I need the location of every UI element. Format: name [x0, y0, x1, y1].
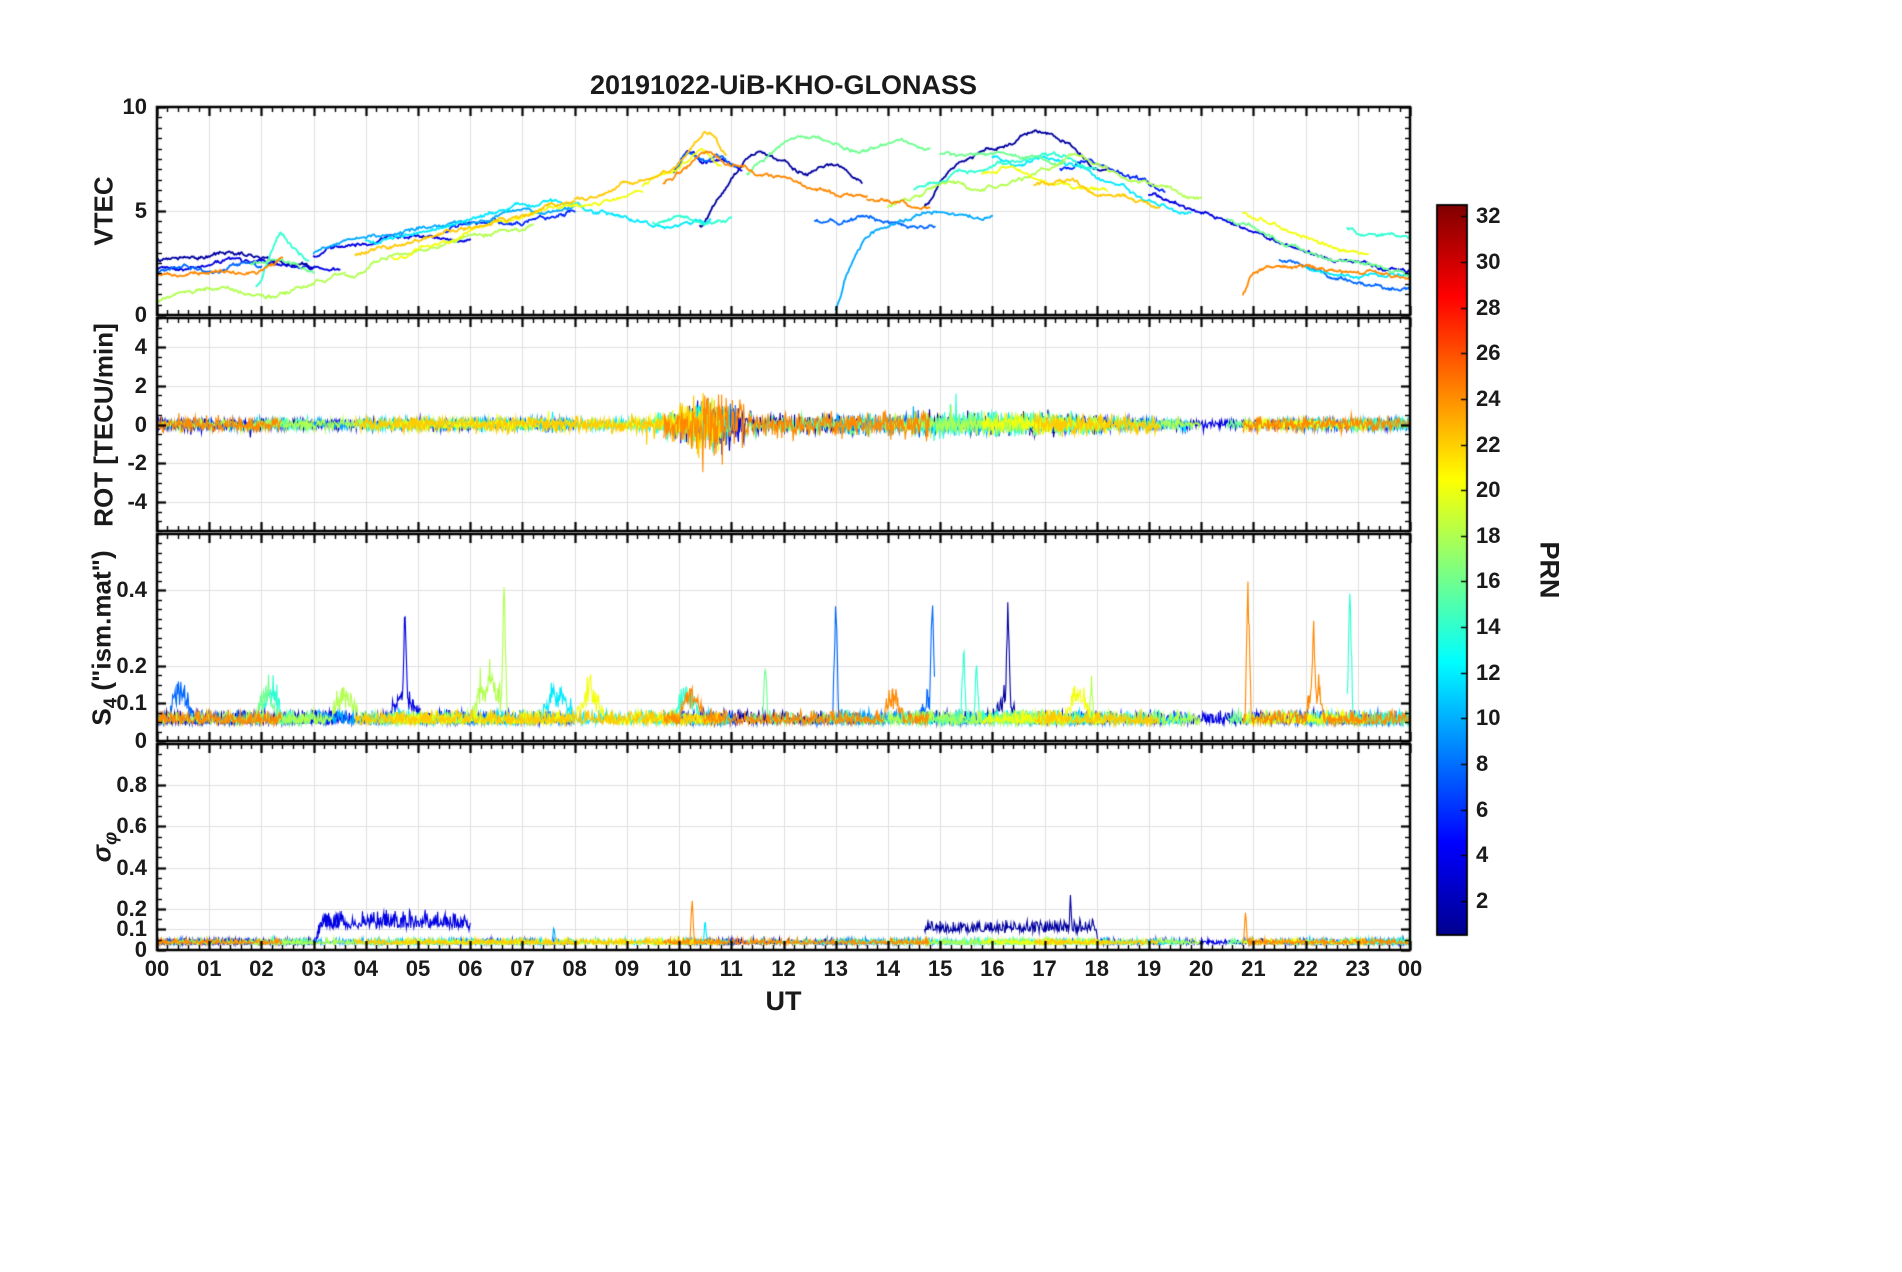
colorbar-tick-label: 8 — [1476, 750, 1489, 776]
y-tick-label: 0.2 — [116, 652, 147, 678]
colorbar-tick-label: 14 — [1476, 614, 1501, 640]
y-tick-label: 0.4 — [116, 577, 147, 603]
x-tick-label: 12 — [771, 956, 796, 981]
x-tick-label: 14 — [875, 956, 901, 981]
x-tick-label: 15 — [927, 956, 953, 981]
x-axis-label: UT — [765, 986, 802, 1016]
colorbar-tick-label: 20 — [1476, 477, 1501, 503]
x-tick-label: 09 — [614, 956, 640, 981]
colorbar-tick-label: 2 — [1476, 887, 1489, 913]
x-tick-label: 16 — [980, 956, 1005, 981]
y-tick-label: 2 — [134, 372, 147, 398]
y-tick-label: 0.1 — [116, 916, 147, 942]
x-tick-label: 00 — [144, 956, 170, 981]
y-tick-label: 0.1 — [116, 690, 147, 716]
colorbar-tick-label: 26 — [1476, 340, 1501, 366]
y-tick-label: -4 — [127, 488, 147, 514]
y-axis-label-rot: ROT [TECU/min] — [88, 322, 119, 527]
y-tick-label: -2 — [127, 450, 147, 476]
y-tick-label: 0 — [134, 728, 147, 753]
colorbar-tick-label: 22 — [1476, 431, 1501, 457]
y-axis-label-sigma_phi: σφ — [86, 831, 121, 863]
colorbar-tick-label: 16 — [1476, 568, 1501, 594]
x-tick-label: 08 — [562, 956, 587, 981]
y-tick-label: 4 — [134, 334, 147, 360]
x-tick-label: 11 — [719, 956, 743, 981]
x-tick-label: 19 — [1136, 956, 1162, 981]
colorbar-tick-label: 30 — [1476, 249, 1501, 275]
y-tick-label: 10 — [122, 94, 147, 119]
y-tick-label: 0 — [134, 302, 147, 327]
x-tick-label: 03 — [301, 956, 326, 981]
x-tick-label: 06 — [458, 956, 483, 981]
colorbar-label: PRN — [1534, 541, 1565, 599]
colorbar-tick-label: 10 — [1476, 705, 1501, 731]
colorbar-tick-label: 12 — [1476, 659, 1501, 685]
y-tick-label: 0.8 — [116, 772, 147, 798]
colorbar-tick-label: 6 — [1476, 796, 1489, 822]
x-tick-label: 21 — [1241, 956, 1266, 981]
y-tick-label: 0.6 — [116, 813, 147, 839]
x-tick-label: 23 — [1345, 956, 1371, 981]
x-tick-label: 07 — [510, 956, 535, 981]
x-tick-label: 22 — [1293, 956, 1318, 981]
chart-title: 20191022-UiB-KHO-GLONASS — [589, 70, 978, 100]
x-tick-label: 01 — [196, 956, 222, 981]
x-tick-label: 20 — [1188, 956, 1214, 981]
x-tick-label: 02 — [249, 956, 274, 981]
colorbar-tick-label: 18 — [1476, 522, 1501, 548]
x-tick-label: 04 — [353, 956, 379, 981]
y-axis-label-vtec: VTEC — [88, 176, 119, 246]
y-tick-label: 5 — [134, 198, 147, 223]
x-tick-label: 10 — [666, 956, 692, 981]
y-axis-label-s4: S4 ("ism.mat") — [86, 549, 121, 726]
colorbar-tick-label: 28 — [1476, 294, 1501, 320]
colorbar-tick-label: 32 — [1476, 203, 1501, 229]
x-tick-label: 17 — [1032, 956, 1057, 981]
x-tick-label: 13 — [823, 956, 848, 981]
x-tick-label: 18 — [1084, 956, 1109, 981]
x-tick-label: 00 — [1397, 956, 1423, 981]
y-tick-label: 0 — [134, 937, 147, 962]
x-tick-label: 05 — [405, 956, 431, 981]
colorbar-tick-label: 4 — [1476, 842, 1489, 868]
y-tick-label: 0.2 — [116, 895, 147, 921]
colorbar-tick-label: 24 — [1476, 385, 1501, 411]
y-tick-label: 0 — [134, 411, 147, 437]
y-tick-label: 0.4 — [116, 854, 147, 880]
